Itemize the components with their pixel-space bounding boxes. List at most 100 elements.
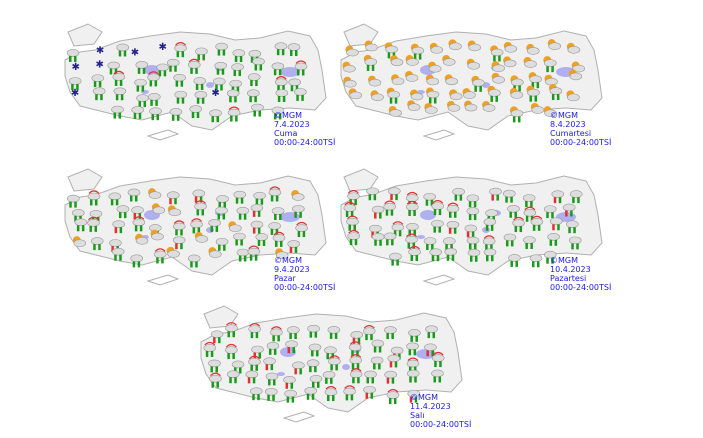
weather-sun-cloud-icon [509, 87, 524, 99]
weather-sun-cloud-icon [424, 103, 438, 114]
weather-sun-cloud-icon [566, 90, 580, 102]
lake [417, 235, 425, 239]
weather-rain-icon [189, 105, 203, 119]
weather-sun-cloud-icon [523, 57, 537, 68]
weather-cloud-rain-sun-icon [410, 43, 425, 60]
weather-thunderstorm-icon [172, 236, 186, 250]
weather-rain-icon [543, 205, 557, 219]
weather-rain-icon [466, 194, 480, 208]
caption-day: Pazar [274, 274, 296, 283]
weather-sun-cloud-icon [166, 246, 180, 258]
weather-rain-icon [108, 192, 122, 206]
caption-date: 8.4.2023 [550, 120, 586, 129]
cyprus-outline [422, 129, 456, 141]
weather-thunderstorm-icon [407, 389, 421, 403]
weather-rain-icon [443, 237, 456, 251]
weather-thunderstorm-icon [285, 340, 298, 354]
weather-rain-icon [68, 77, 82, 90]
weather-rain-showers-icon [408, 245, 421, 262]
weather-sun-cloud-icon [410, 89, 424, 101]
caption-period: 00:00-24:00TSİ [550, 138, 612, 147]
weather-sun-cloud-icon [449, 89, 463, 101]
weather-sun-cloud-icon [566, 42, 581, 54]
weather-rain-icon [383, 232, 397, 246]
weather-rain-icon [306, 359, 320, 373]
map-caption: ©MGM 7.4.2023 Cuma 00:00-24:00TSİ [274, 111, 335, 147]
weather-rain-showers-icon [405, 233, 418, 249]
weather-rain-showers-icon [187, 58, 201, 74]
weather-sun-cloud-icon [275, 248, 289, 260]
weather-rain-icon [214, 61, 228, 75]
weather-rain-showers-icon [190, 218, 203, 234]
weather-sun-cloud-icon [466, 58, 481, 70]
thrace-outline [67, 23, 103, 47]
weather-rain-icon [194, 90, 208, 104]
weather-rain-icon [232, 49, 246, 63]
weather-sun-cloud-icon [345, 45, 359, 57]
weather-rain-showers-icon [383, 200, 397, 216]
weather-rain-icon [568, 236, 582, 250]
weather-sun-cloud-icon [446, 100, 461, 112]
weather-cloud-rain-sun-icon [490, 45, 504, 62]
thrace-outline [67, 168, 103, 192]
caption-day: Cuma [274, 129, 298, 138]
weather-rain-icon [529, 254, 543, 268]
weather-rain-showers-icon [87, 190, 101, 206]
weather-rain-icon [287, 326, 300, 340]
weather-rain-icon [268, 222, 281, 235]
weather-rain-icon [187, 254, 201, 268]
cyprus-outline [146, 129, 180, 141]
weather-rain-icon [173, 73, 186, 87]
weather-rain-icon [467, 248, 481, 262]
weather-rain-showers-icon [248, 355, 261, 371]
weather-map-day-4: ©MGM 10.4.2023 Pazartesi 00:00-24:00TSİ [336, 155, 616, 295]
weather-rain-icon [308, 343, 322, 357]
weather-sun-cloud-icon [391, 74, 405, 86]
weather-rain-icon [135, 61, 149, 74]
weather-rain-showers-icon [274, 76, 288, 92]
weather-rain-icon [247, 89, 260, 103]
weather-sun-cloud-icon [208, 247, 222, 258]
weather-sun-cloud-icon [151, 203, 166, 215]
map-caption: ©MGM 11.4.2023 Salı 00:00-24:00TSİ [410, 393, 471, 429]
weather-rain-icon [131, 106, 145, 119]
map-caption: ©MGM 8.4.2023 Cumartesi 00:00-24:00TSİ [550, 111, 611, 147]
weather-sun-cloud-icon [462, 88, 476, 99]
weather-rain-icon [543, 250, 557, 264]
weather-rain-icon [195, 47, 208, 61]
weather-thunderstorm-icon [210, 330, 224, 344]
weather-sun-cloud-icon [503, 56, 517, 68]
weather-sun-cloud-icon [448, 39, 462, 51]
weather-thunderstorm-icon [489, 187, 502, 201]
weather-rain-icon [503, 233, 517, 247]
weather-rain-icon [91, 74, 105, 88]
weather-rain-showers-icon [347, 230, 361, 246]
weather-rain-showers-icon [194, 200, 207, 216]
caption-day: Salı [410, 411, 425, 420]
weather-sun-cloud-icon [547, 39, 562, 50]
weather-rain-icon [134, 78, 147, 92]
weather-cloud-rain-sun-icon [386, 87, 401, 104]
weather-snow-icon: ✱ [131, 47, 139, 58]
caption-date: 11.4.2023 [410, 402, 451, 411]
weather-snow-icon: ✱ [71, 88, 79, 99]
weather-rain-icon [483, 248, 497, 262]
weather-rain-icon [406, 222, 419, 236]
weather-rain-icon [231, 360, 245, 374]
weather-rain-icon [431, 369, 444, 383]
weather-rain-icon [127, 188, 141, 202]
weather-rain-icon [366, 187, 379, 201]
weather-rain-icon [266, 342, 280, 355]
lake [342, 364, 350, 370]
weather-rain-icon [233, 232, 246, 246]
weather-snow-icon: ✱ [211, 88, 219, 99]
weather-rain-icon [226, 370, 240, 384]
map-caption: ©MGM 10.4.2023 Pazartesi 00:00-24:00TSİ [550, 256, 611, 292]
weather-thunderstorm-icon [250, 220, 264, 234]
weather-rain-icon [149, 107, 162, 121]
weather-sun-cloud-icon [442, 55, 456, 66]
lake [416, 349, 436, 359]
weather-rain-icon [209, 109, 222, 123]
weather-rain-icon [66, 194, 80, 208]
weather-rain-showers-icon [225, 343, 238, 360]
